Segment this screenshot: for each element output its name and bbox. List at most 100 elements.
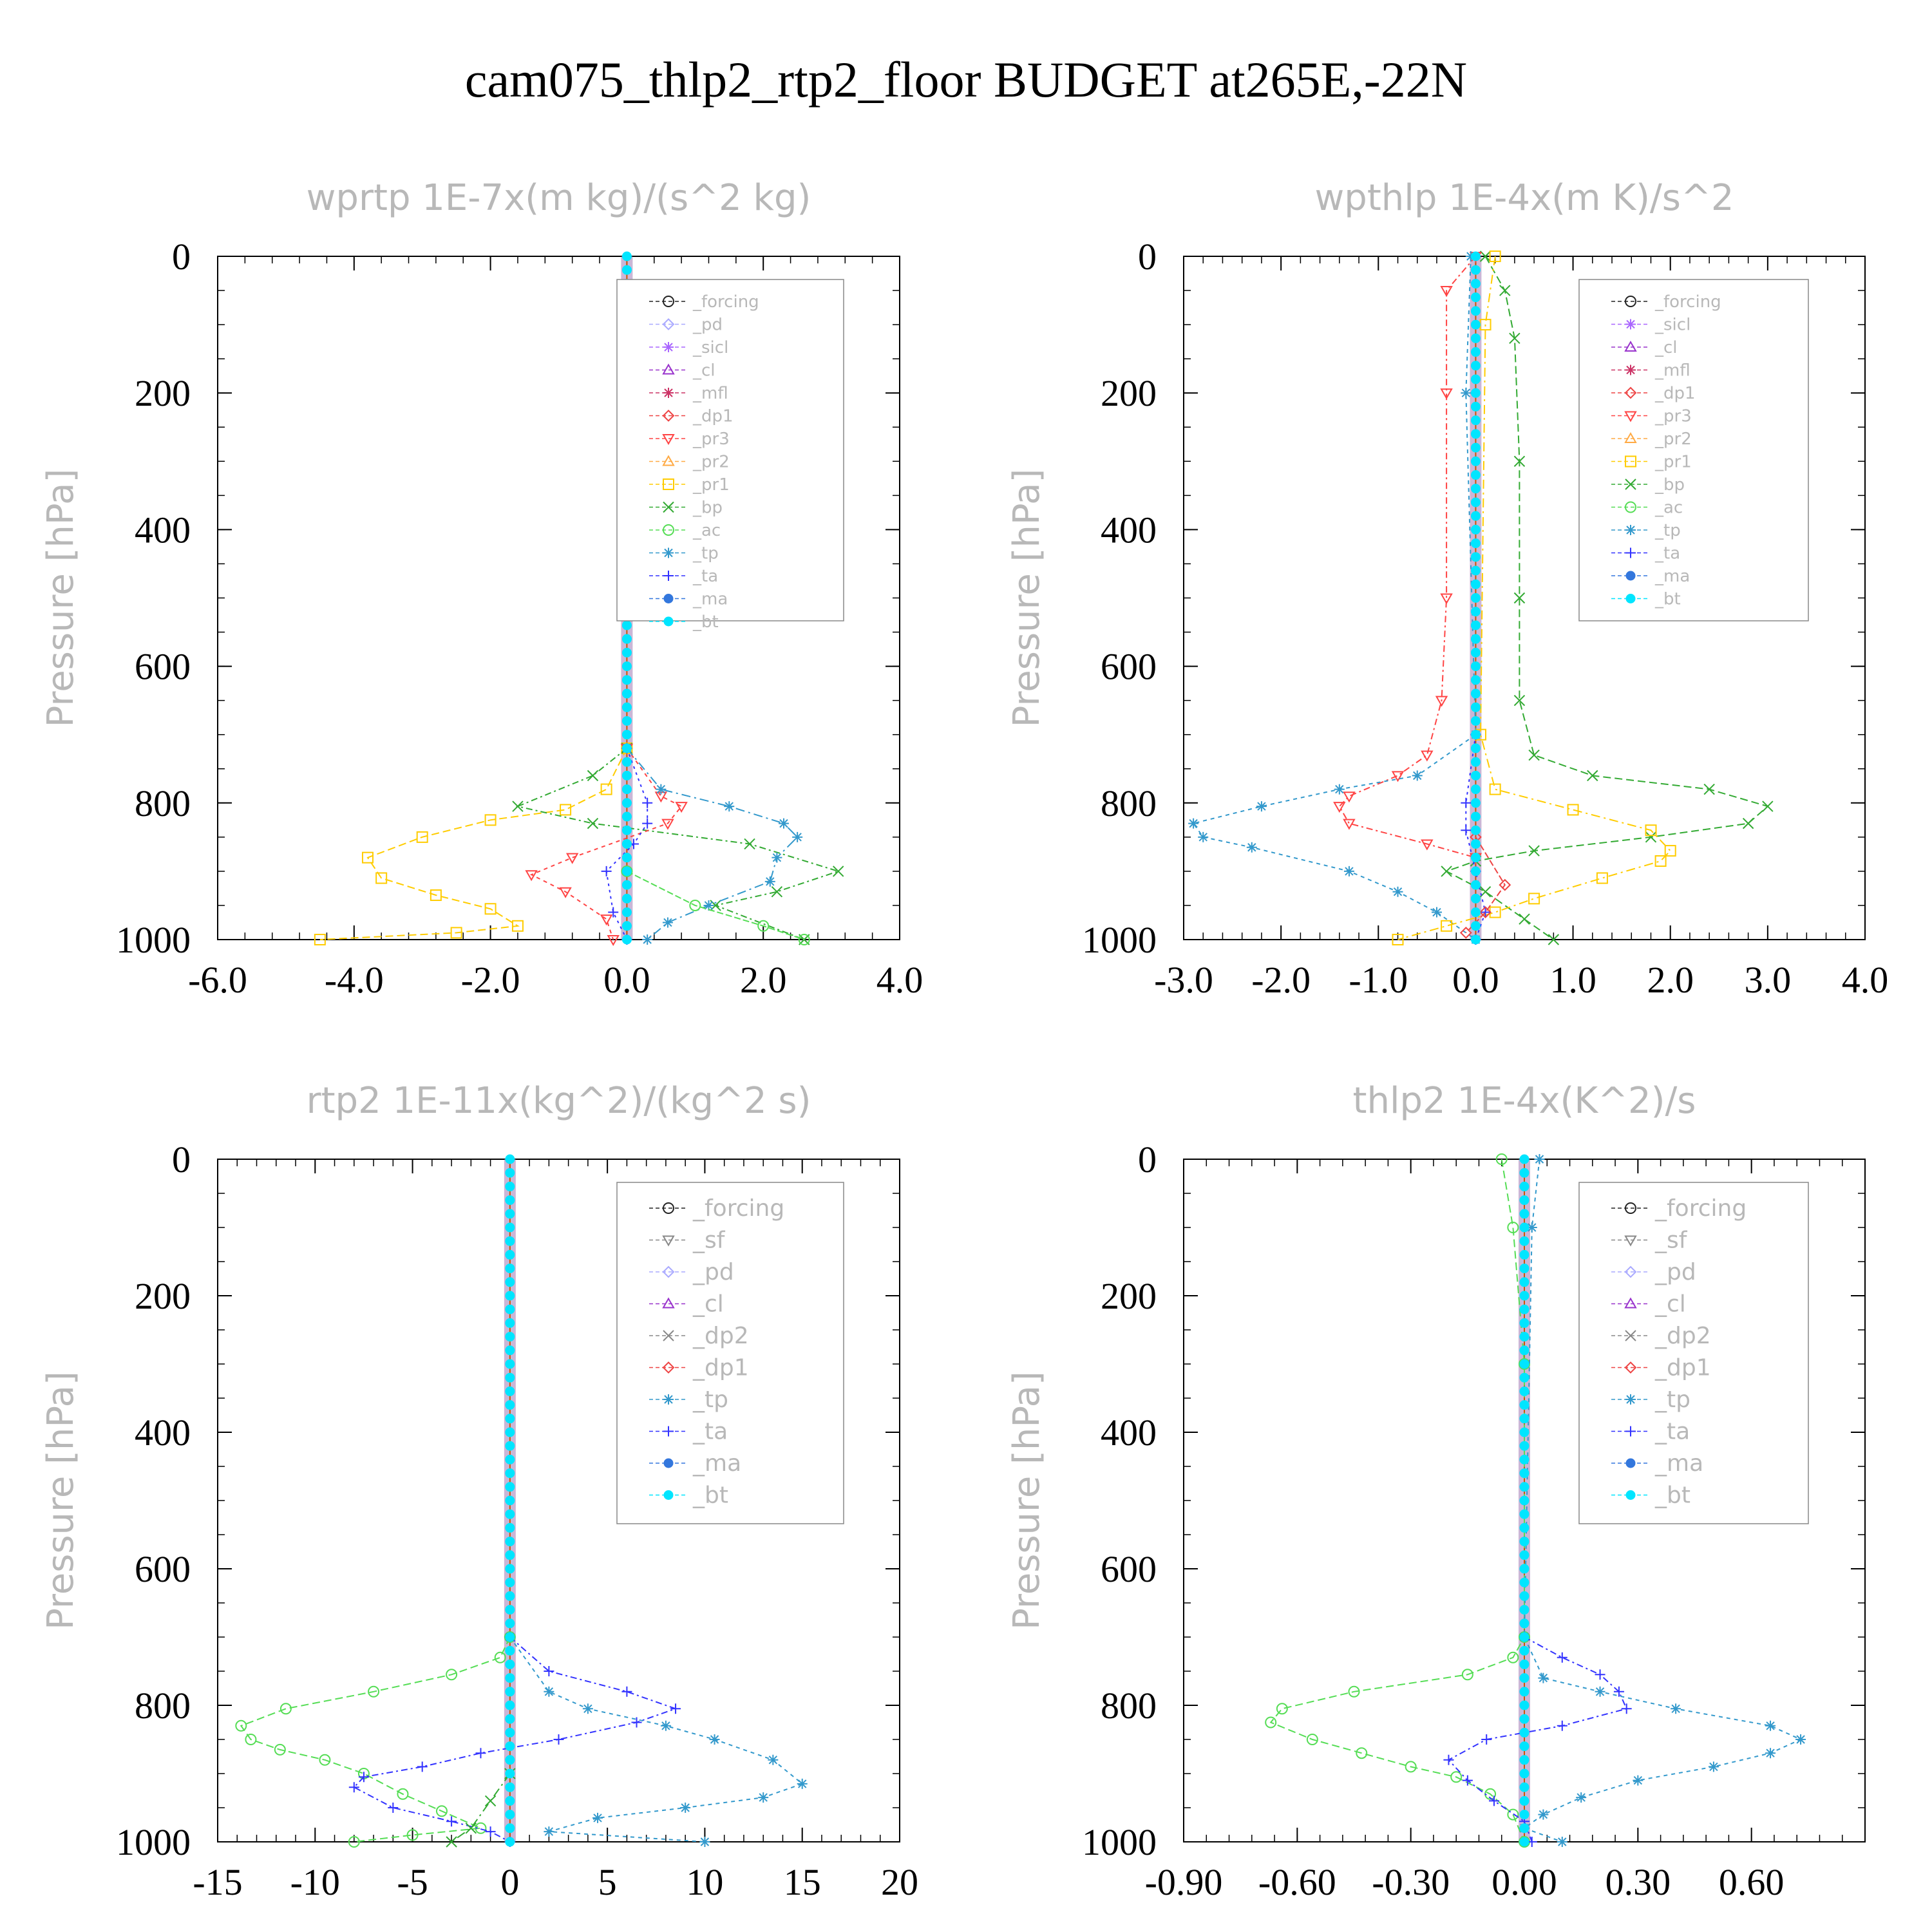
data-point xyxy=(417,1761,428,1772)
data-point xyxy=(559,887,572,898)
data-point xyxy=(1440,388,1453,400)
y-tick-label: 1000 xyxy=(116,1821,191,1863)
data-point xyxy=(435,1805,448,1817)
legend: _forcing _sf _pd _cl _dp2 _dp1 _tp _ta _ma _bt xyxy=(1578,1182,1809,1524)
bt-point xyxy=(505,1168,515,1178)
legend-label: _tp xyxy=(1654,1387,1690,1413)
y-tick-label: 800 xyxy=(135,782,191,824)
legend-label: _pr2 xyxy=(692,453,730,472)
data-point xyxy=(1488,1795,1499,1806)
data-point xyxy=(1513,455,1526,468)
data-point xyxy=(525,870,538,882)
y-tick-label: 1000 xyxy=(1082,919,1157,961)
bt-point xyxy=(1470,607,1481,617)
data-point xyxy=(245,1734,257,1745)
legend-label: _ma xyxy=(692,590,728,609)
y-tick-label: 800 xyxy=(1101,782,1157,824)
bt-point xyxy=(621,743,632,753)
x-tick-label: 2.0 xyxy=(1647,959,1694,1001)
bt-point xyxy=(505,1304,515,1314)
legend-label: _pr3 xyxy=(1654,407,1692,426)
data-point xyxy=(1765,1748,1776,1759)
bt-point xyxy=(505,1222,515,1233)
bt-point xyxy=(621,770,632,781)
y-tick-label: 600 xyxy=(1101,1548,1157,1590)
x-tick-label: -0.60 xyxy=(1258,1861,1336,1903)
x-tick-label: 0 xyxy=(500,1861,519,1903)
bt-point xyxy=(1519,1755,1530,1765)
data-point xyxy=(314,934,326,945)
data-point xyxy=(600,914,613,926)
y-tick-label: 1000 xyxy=(116,919,191,961)
data-point xyxy=(484,903,497,915)
bt-point xyxy=(1519,1454,1530,1464)
y-tick-label: 0 xyxy=(172,1139,191,1180)
series-line xyxy=(529,748,683,940)
bt-point xyxy=(1470,634,1481,644)
bt-point xyxy=(505,1700,515,1710)
bt-point xyxy=(1470,866,1481,876)
y-tick-label: 400 xyxy=(135,1412,191,1454)
data-point xyxy=(1703,783,1715,795)
bt-point xyxy=(621,853,632,863)
data-point xyxy=(768,1754,779,1765)
data-point xyxy=(1567,804,1579,816)
bt-point xyxy=(621,907,632,918)
data-point xyxy=(1633,1775,1643,1786)
data-point xyxy=(798,934,810,945)
data-point xyxy=(656,784,667,795)
data-point xyxy=(361,851,374,864)
bt-point xyxy=(505,1741,515,1752)
data-point xyxy=(375,872,388,884)
data-point xyxy=(1392,934,1404,945)
legend-label: _dp2 xyxy=(1654,1323,1711,1349)
data-point xyxy=(670,1703,681,1714)
bt-point xyxy=(1470,292,1481,303)
bt-point xyxy=(1470,511,1481,521)
data-point xyxy=(560,804,572,816)
data-point xyxy=(1198,831,1209,842)
data-point xyxy=(1499,285,1511,296)
data-point xyxy=(512,800,524,812)
data-point xyxy=(1708,1761,1719,1772)
data-point xyxy=(1343,819,1356,830)
bt-point xyxy=(1470,675,1481,685)
legend-label: _sicl xyxy=(1654,316,1690,335)
data-point xyxy=(601,866,612,876)
legend-label: _forcing xyxy=(1654,292,1721,312)
x-tick-label: 1.0 xyxy=(1549,959,1596,1001)
data-point xyxy=(544,1666,554,1676)
data-point xyxy=(1534,1154,1545,1164)
data-point xyxy=(1519,1358,1530,1370)
bt-point xyxy=(1519,1482,1530,1492)
y-axis-label: Pressure [hPa] xyxy=(1006,1371,1048,1630)
bt-point xyxy=(1519,1782,1530,1792)
data-point xyxy=(1495,1153,1508,1165)
data-point xyxy=(544,1686,554,1697)
series-bt xyxy=(505,1154,515,1847)
data-point xyxy=(416,831,428,843)
bt-point xyxy=(1519,1645,1530,1656)
bt-point xyxy=(505,1468,515,1479)
legend-label: _ta xyxy=(1654,1419,1690,1445)
bt-point xyxy=(621,647,632,658)
bt-point xyxy=(505,1454,515,1464)
legend-marker xyxy=(663,1426,674,1437)
bt-point xyxy=(1470,374,1481,384)
x-tick-label: 2.0 xyxy=(740,959,787,1001)
bt-point xyxy=(1519,1291,1530,1301)
data-point xyxy=(446,1836,457,1848)
x-tick-label: -15 xyxy=(193,1861,242,1903)
x-tick-label: 4.0 xyxy=(876,959,923,1001)
data-point xyxy=(1461,797,1472,808)
bt-point xyxy=(505,1277,515,1287)
y-tick-label: 200 xyxy=(1101,372,1157,414)
y-tick-label: 200 xyxy=(135,372,191,414)
legend-marker xyxy=(663,1490,674,1500)
bt-point xyxy=(505,1359,515,1369)
data-point xyxy=(358,1772,369,1783)
y-tick-label: 400 xyxy=(135,509,191,551)
data-point xyxy=(1333,802,1346,813)
legend-marker xyxy=(1624,1235,1637,1247)
